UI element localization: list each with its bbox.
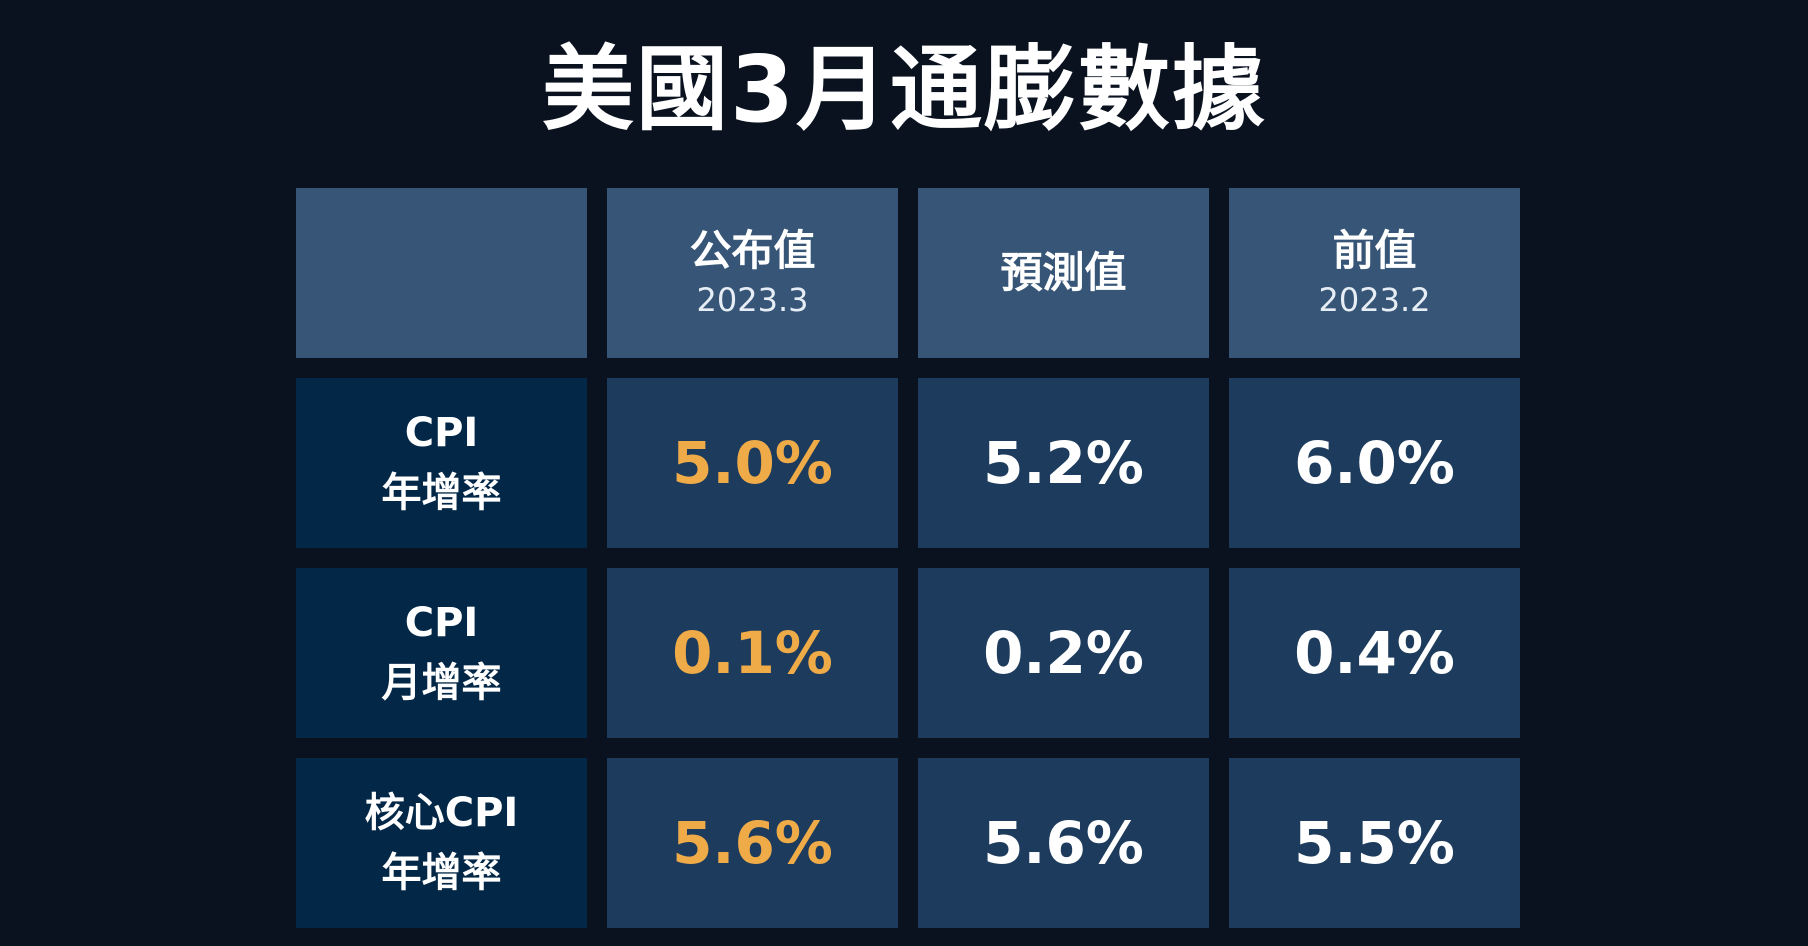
row-label-core-cpi-yoy: 核心CPI 年增率 [296, 758, 587, 928]
table-cell: 6.0% [1229, 378, 1520, 548]
row-label-line: 年增率 [381, 470, 502, 516]
column-header-date: 2023.2 [1318, 281, 1431, 319]
column-header-previous: 前值 2023.2 [1229, 188, 1520, 358]
table-cell: 5.2% [918, 378, 1209, 548]
cpi-table: 公布值 2023.3 預測值 前值 2023.2 CPI 年增率 5.0% 5.… [296, 188, 1520, 928]
previous-value: 5.5% [1294, 809, 1455, 877]
table-cell: 0.2% [918, 568, 1209, 738]
column-header-label: 公布值 [689, 226, 816, 275]
row-label-cpi-yoy: CPI 年增率 [296, 378, 587, 548]
row-label-cpi-mom: CPI 月增率 [296, 568, 587, 738]
row-label-line: CPI [404, 600, 479, 646]
table-cell: 0.4% [1229, 568, 1520, 738]
page-title: 美國3月通膨數據 [541, 36, 1266, 143]
table-cell: 5.0% [607, 378, 898, 548]
table-corner-cell [296, 188, 587, 358]
row-label-line: 年增率 [381, 850, 502, 896]
column-header-label: 預測值 [1000, 248, 1127, 297]
row-label-line: 月增率 [381, 660, 502, 706]
previous-value: 0.4% [1294, 619, 1455, 687]
column-header-date: 2023.3 [696, 281, 809, 319]
forecast-value: 5.2% [983, 429, 1144, 497]
column-header-forecast: 預測值 [918, 188, 1209, 358]
published-value: 0.1% [672, 619, 833, 687]
table-cell: 5.5% [1229, 758, 1520, 928]
column-header-label: 前值 [1332, 226, 1417, 275]
previous-value: 6.0% [1294, 429, 1455, 497]
table-cell: 5.6% [918, 758, 1209, 928]
row-label-line: CPI [404, 410, 479, 456]
forecast-value: 5.6% [983, 809, 1144, 877]
published-value: 5.0% [672, 429, 833, 497]
column-header-published: 公布值 2023.3 [607, 188, 898, 358]
table-cell: 0.1% [607, 568, 898, 738]
table-cell: 5.6% [607, 758, 898, 928]
row-label-line: 核心CPI [364, 790, 519, 836]
published-value: 5.6% [672, 809, 833, 877]
forecast-value: 0.2% [983, 619, 1144, 687]
